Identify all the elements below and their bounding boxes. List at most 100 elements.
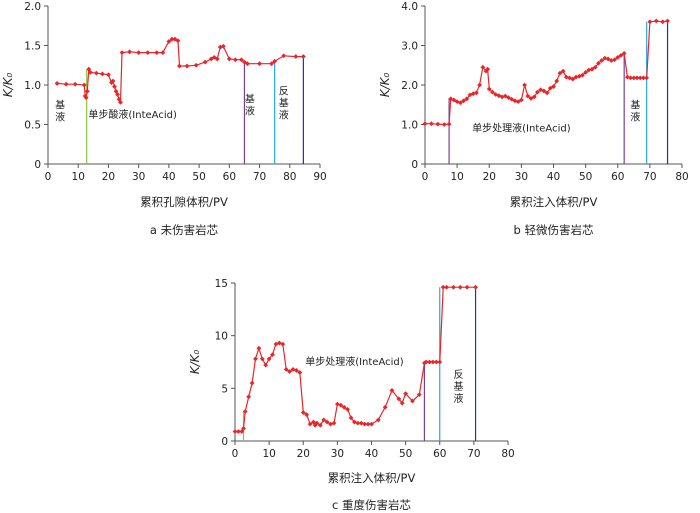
- data-point: [560, 68, 566, 74]
- data-point: [660, 19, 666, 25]
- data-point: [328, 421, 333, 427]
- data-point: [93, 70, 99, 76]
- data-point: [208, 56, 214, 62]
- data-point: [525, 93, 531, 99]
- x-tick-label: 60: [611, 171, 624, 183]
- x-tick-label: 70: [643, 171, 656, 183]
- data-point: [300, 410, 306, 415]
- x-tick-label: 30: [132, 171, 145, 183]
- x-tick-label: 40: [365, 448, 378, 460]
- data-point: [232, 429, 238, 434]
- data-point: [444, 284, 449, 290]
- data-point: [202, 59, 208, 65]
- data-point: [473, 284, 478, 290]
- chart-panel-3: 0 10 20 30 40 50 60 70 80 0 5 10 15 K/K₀ 累积注入体积/PV c 重度…: [188, 278, 515, 512]
- data-point: [461, 98, 466, 104]
- data-point: [294, 368, 299, 373]
- data-point: [259, 356, 265, 362]
- stage-annotation: 基液: [55, 99, 65, 124]
- data-point: [403, 391, 409, 396]
- data-point: [457, 100, 463, 106]
- x-axis-label: 累积注入体积/PV: [328, 471, 416, 485]
- x-tick-label: 50: [192, 171, 205, 183]
- data-point: [399, 400, 405, 406]
- data-point: [665, 18, 670, 24]
- data-point: [433, 359, 439, 365]
- y-tick-label: 0.5: [24, 120, 41, 132]
- data-point: [464, 284, 470, 290]
- data-point: [586, 67, 592, 73]
- data-point: [464, 96, 470, 102]
- data-point: [389, 388, 395, 393]
- stage-annotation: 反基液: [279, 85, 289, 121]
- data-point: [355, 420, 361, 426]
- data-point: [324, 419, 330, 425]
- data-point: [214, 56, 220, 62]
- data-point: [110, 78, 116, 84]
- data-point: [54, 81, 60, 86]
- x-tick-label: 70: [253, 171, 266, 183]
- data-point: [220, 43, 226, 49]
- data-point: [193, 62, 199, 68]
- chart-panel-2: 0 10 20 30 40 50 60 70 80 0 1.0 2.0 3.0 4.0 K/K₀ 累积注入体积…: [378, 1, 689, 237]
- data-point: [454, 99, 460, 104]
- y-tick-label: 1.0: [24, 80, 41, 92]
- x-tick-label: 40: [547, 171, 560, 183]
- data-point: [544, 90, 550, 96]
- data-point: [624, 74, 630, 80]
- data-point: [177, 63, 182, 69]
- data-point: [263, 362, 269, 368]
- data-point: [300, 54, 306, 59]
- data-point: [369, 421, 374, 427]
- data-point: [470, 91, 476, 97]
- data-point: [396, 396, 402, 402]
- data-point: [557, 70, 563, 76]
- x-tick-label: 50: [579, 171, 592, 183]
- data-point: [427, 359, 432, 365]
- x-axis-label: 累积注入体积/PV: [510, 195, 598, 209]
- data-point: [647, 19, 653, 25]
- data-point: [304, 412, 310, 418]
- x-tick-label: 10: [262, 448, 275, 460]
- data-point: [612, 57, 617, 63]
- data-point: [618, 52, 624, 58]
- data-point: [435, 121, 441, 127]
- data-point: [502, 93, 508, 99]
- data-point: [160, 50, 166, 56]
- y-axis-label: K/K₀: [1, 73, 15, 98]
- x-tick-label: 10: [72, 171, 85, 183]
- data-point: [345, 407, 351, 412]
- data-point: [314, 420, 320, 426]
- data-point: [499, 94, 505, 100]
- data-point: [634, 75, 640, 81]
- data-point: [127, 49, 132, 55]
- data-point: [596, 60, 601, 66]
- data-point: [293, 54, 299, 59]
- data-point: [106, 72, 111, 78]
- data-point: [245, 61, 250, 67]
- x-tick-label: 70: [467, 448, 480, 460]
- y-tick-label: 15: [215, 278, 228, 290]
- data-point: [239, 57, 244, 63]
- y-tick-label: 2.0: [24, 1, 41, 13]
- y-tick-label: 5: [221, 383, 228, 395]
- data-point: [437, 359, 443, 365]
- data-point: [169, 36, 175, 42]
- stage-annotation: 单步酸液(InteAcid): [88, 108, 177, 121]
- data-point: [637, 75, 643, 81]
- data-point: [440, 284, 446, 290]
- data-point: [599, 58, 605, 63]
- data-point: [72, 81, 78, 87]
- data-point: [554, 78, 560, 84]
- data-point: [217, 44, 223, 50]
- y-tick-label: 0: [411, 159, 418, 171]
- data-point: [490, 89, 495, 95]
- stage-annotation: 单步处理液(InteAcid): [305, 355, 404, 368]
- data-point: [474, 90, 479, 96]
- data-point: [232, 57, 238, 63]
- data-point: [653, 18, 659, 24]
- data-point: [287, 369, 292, 374]
- data-point: [430, 359, 436, 365]
- chart-panel-1: 0 10 20 30 40 50 60 70 80 90 0 0.5 1.0 1.5 2.0 K/K₀ 累积孔隙…: [1, 1, 327, 237]
